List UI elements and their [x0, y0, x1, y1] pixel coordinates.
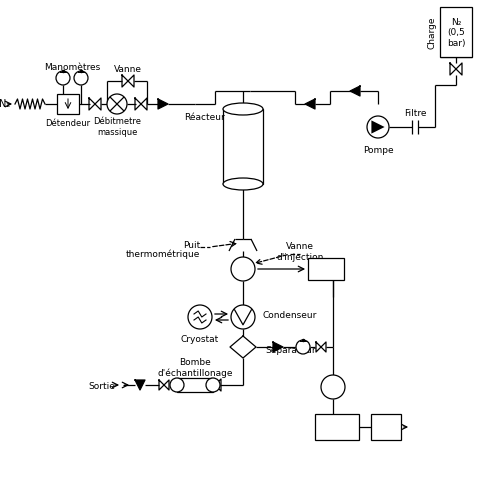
Text: v2: v2: [327, 383, 338, 392]
Polygon shape: [135, 380, 144, 390]
Text: thermométrique: thermométrique: [125, 249, 200, 258]
Circle shape: [56, 72, 70, 86]
Text: Vanne
d'injection: Vanne d'injection: [276, 242, 323, 261]
Bar: [307, 259, 343, 281]
Bar: [439, 8, 471, 58]
Text: Pompe: Pompe: [362, 146, 393, 155]
Text: Vanne: Vanne: [114, 65, 142, 74]
Text: Manomètres: Manomètres: [44, 63, 100, 72]
Text: TCD: TCD: [323, 421, 350, 434]
Text: Bombe
d'échantillonage: Bombe d'échantillonage: [157, 357, 232, 377]
Text: FID: FID: [314, 263, 337, 276]
Ellipse shape: [223, 179, 263, 190]
Text: Sortie: Sortie: [88, 382, 115, 391]
Circle shape: [366, 117, 388, 139]
Polygon shape: [349, 87, 359, 97]
Bar: [370, 414, 400, 440]
Bar: [223, 110, 263, 185]
Circle shape: [230, 306, 254, 329]
Circle shape: [188, 306, 212, 329]
Circle shape: [74, 72, 88, 86]
Ellipse shape: [223, 104, 263, 116]
Circle shape: [107, 95, 127, 115]
Circle shape: [320, 375, 344, 399]
Circle shape: [169, 378, 184, 392]
Circle shape: [205, 378, 219, 392]
Text: N₂
(0,5
bar): N₂ (0,5 bar): [446, 18, 464, 48]
Bar: [314, 414, 358, 440]
Polygon shape: [157, 100, 168, 110]
Text: Cryostat: Cryostat: [180, 335, 219, 344]
Text: v1: v1: [237, 265, 248, 274]
Polygon shape: [273, 342, 282, 352]
Text: Puit: Puit: [182, 241, 200, 250]
Bar: [177, 378, 213, 392]
Polygon shape: [229, 336, 255, 358]
Text: Détendeur: Détendeur: [45, 118, 90, 127]
Text: Débitmetre
massique: Débitmetre massique: [93, 117, 141, 136]
Text: Réacteur: Réacteur: [184, 113, 225, 122]
Circle shape: [230, 258, 254, 282]
Circle shape: [295, 340, 309, 354]
Text: Séparateur: Séparateur: [264, 345, 315, 354]
Polygon shape: [371, 121, 384, 134]
Text: G■: G■: [372, 422, 392, 432]
Polygon shape: [304, 100, 314, 110]
Bar: [57, 95, 79, 115]
Text: N₂: N₂: [0, 99, 10, 109]
Text: Charge: Charge: [427, 17, 435, 49]
Text: Filtre: Filtre: [403, 109, 425, 118]
Text: Condenseur: Condenseur: [263, 311, 317, 320]
